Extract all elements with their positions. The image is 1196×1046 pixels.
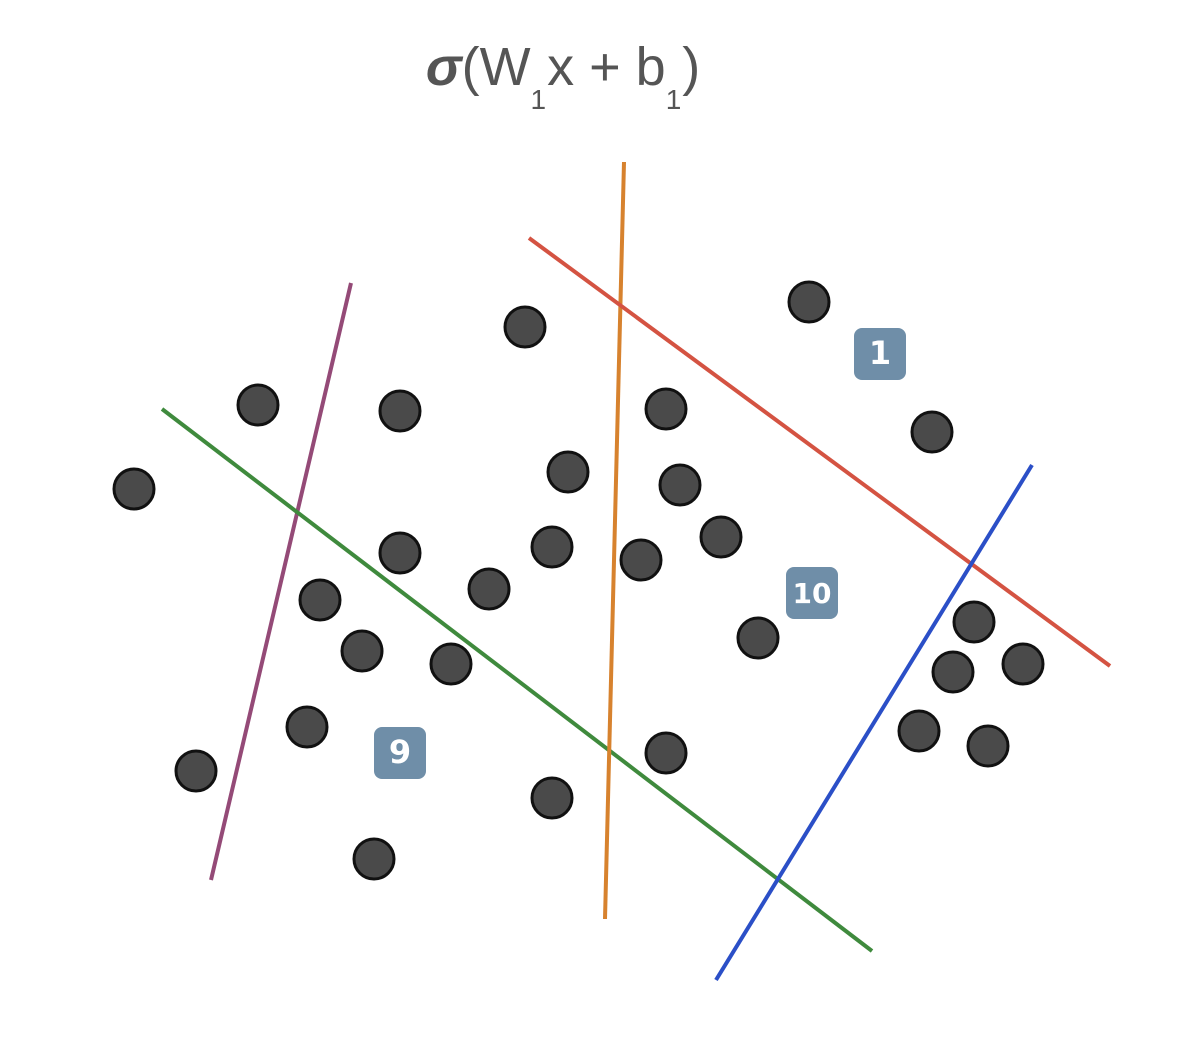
formula-title: σ(W1x + b1)	[0, 37, 1126, 114]
data-point	[298, 578, 342, 622]
orange-line	[603, 161, 626, 920]
data-point	[897, 709, 941, 753]
data-point	[429, 642, 473, 686]
data-point	[378, 389, 422, 433]
data-point	[174, 749, 218, 793]
red-line	[527, 236, 1112, 668]
region-badge-1: 1	[854, 328, 906, 380]
data-point	[736, 616, 780, 660]
data-point	[910, 410, 954, 454]
data-point	[112, 467, 156, 511]
data-point	[787, 280, 831, 324]
region-badge-9: 9	[374, 727, 426, 779]
region-badge-10: 10	[786, 567, 838, 619]
data-point	[236, 383, 280, 427]
close-paren: )	[682, 37, 701, 97]
weight-subscript: 1	[530, 84, 547, 115]
sigma-symbol: σ	[425, 37, 462, 97]
purple-line	[209, 282, 353, 881]
data-point	[467, 567, 511, 611]
weight-symbol: W	[479, 37, 531, 97]
data-point	[1001, 642, 1045, 686]
data-point	[658, 463, 702, 507]
data-points	[112, 280, 1045, 881]
bias-subscript: 1	[665, 84, 682, 115]
data-point	[619, 538, 663, 582]
region-label-1: 1	[869, 334, 891, 372]
data-point	[530, 525, 574, 569]
green-line	[160, 407, 874, 953]
data-point	[699, 515, 743, 559]
data-point	[546, 450, 590, 494]
data-point	[378, 531, 422, 575]
data-point	[952, 600, 996, 644]
region-label-10: 10	[793, 577, 832, 610]
data-point	[644, 387, 688, 431]
region-label-9: 9	[389, 733, 411, 771]
blue-line	[714, 463, 1034, 982]
data-point	[966, 724, 1010, 768]
data-point	[503, 305, 547, 349]
open-paren: (	[461, 37, 480, 97]
data-point	[931, 650, 975, 694]
data-point	[644, 731, 688, 775]
data-point	[352, 837, 396, 881]
input-plus-bias: x + b	[547, 37, 666, 97]
data-point	[285, 705, 329, 749]
data-point	[530, 776, 574, 820]
data-point	[340, 629, 384, 673]
